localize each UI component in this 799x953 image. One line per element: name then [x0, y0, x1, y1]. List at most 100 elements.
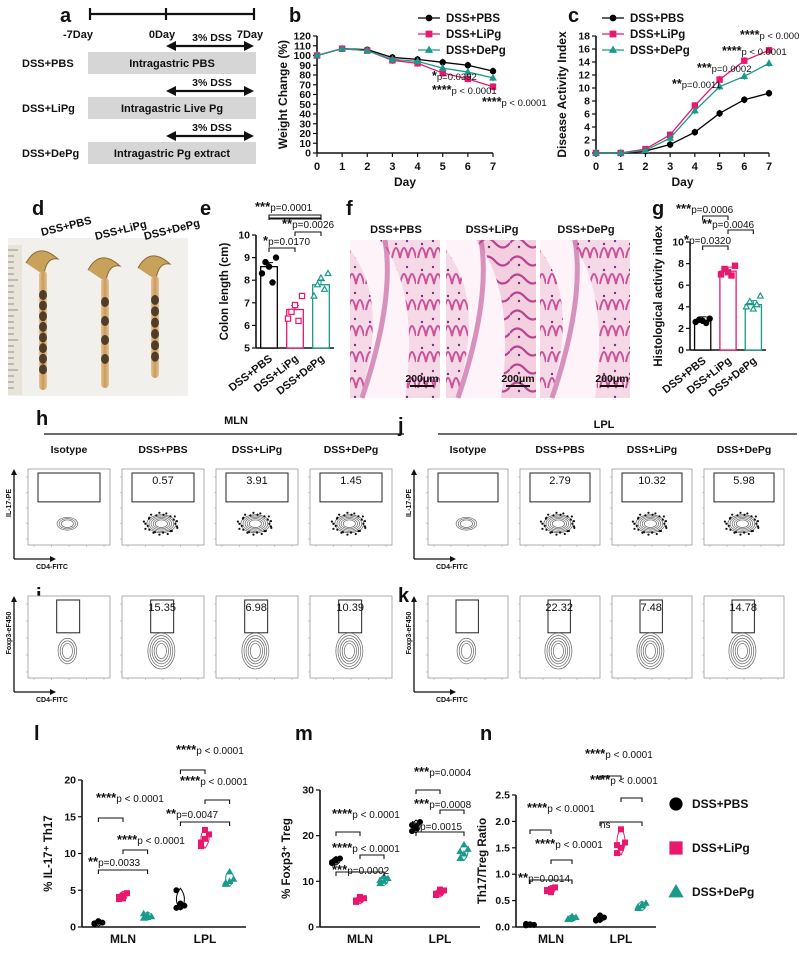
data-point: [551, 884, 558, 891]
flow-event: [242, 516, 245, 519]
sig-bracket: [204, 799, 231, 804]
timeline-label: 0Day: [149, 29, 176, 41]
p-value-text: ns: [600, 820, 611, 831]
flow-event: [172, 518, 175, 521]
flow-y-label: IL-17-PE: [406, 489, 413, 517]
flow-contour: [728, 632, 757, 670]
flow-event: [571, 522, 574, 525]
significance-stars: ****: [585, 746, 606, 761]
flow-event: [158, 533, 161, 536]
legend-marker: [425, 14, 433, 22]
p-value-text: p < 0.0001: [137, 836, 185, 847]
flow-contour: [57, 637, 78, 665]
p-value-text: p=0.0008: [429, 800, 471, 811]
data-point: [691, 128, 699, 136]
data-point: [353, 897, 360, 904]
flow-event: [654, 512, 657, 515]
histology-tissue: [540, 250, 563, 398]
arrow-head: [11, 469, 17, 475]
significance-stars: **: [88, 854, 99, 869]
flow-event: [650, 531, 654, 534]
y-axis-title: Th17/Treg Ratio: [477, 818, 489, 904]
flow-contour: [545, 515, 572, 532]
panel-letter-a: a: [60, 5, 72, 27]
panel-letter-f: f: [346, 198, 353, 220]
legend-marker: [669, 841, 683, 855]
flow-event: [240, 524, 243, 527]
flow-event: [364, 526, 367, 530]
bar: [286, 308, 304, 349]
data-point: [206, 831, 213, 838]
flow-event: [644, 514, 647, 517]
flow-contour: [552, 643, 564, 659]
flow-contour: [458, 640, 474, 662]
flow-gate-percentage: 0.57: [152, 475, 173, 487]
data-point: [765, 89, 773, 97]
significance-stars: ***: [414, 796, 430, 811]
flow-plot-frame: [427, 468, 509, 546]
data-point: [388, 55, 397, 63]
data-point: [202, 835, 209, 842]
significance-stars: ****: [332, 806, 353, 821]
flow-contour: [243, 635, 268, 667]
treatment-bar: [88, 142, 256, 164]
muscle-layer: [455, 239, 486, 399]
p-value-annotation: ****p < 0.0001: [585, 746, 653, 761]
data-point: [198, 839, 205, 846]
x-tick-label: 7: [766, 161, 772, 173]
flow-contour: [150, 516, 173, 531]
significance-stars: ***: [676, 201, 692, 216]
data-point: [568, 912, 576, 919]
flow-event: [558, 531, 562, 534]
p-value-text: p < 0.0001: [352, 810, 400, 821]
data-point: [463, 67, 472, 75]
flow-gate: [437, 472, 499, 503]
arrow-head: [411, 469, 417, 475]
flow-event: [543, 524, 546, 527]
colon-caecum: [25, 250, 60, 276]
y-tick-label: 9: [244, 252, 250, 264]
significance-stars: **: [166, 806, 177, 821]
flow-event: [750, 515, 753, 518]
flow-x-label: CD4-FITC: [36, 697, 68, 704]
flow-contour: [549, 518, 567, 530]
data-point: [143, 913, 152, 920]
flow-event: [236, 520, 239, 523]
y-tick-label: 10: [672, 237, 684, 249]
y-tick-label: 120: [293, 31, 311, 43]
p-value-text: p=0.0014: [528, 874, 570, 885]
flow-plot-frame: [519, 595, 601, 679]
flow-event: [539, 520, 543, 523]
data-point: [173, 887, 180, 894]
flow-gate: [131, 472, 195, 503]
legend-marker: [609, 30, 617, 38]
data-point: [225, 867, 234, 875]
sig-bracket: [529, 829, 552, 834]
flow-contour: [241, 632, 270, 670]
data-point: [741, 96, 748, 103]
p-value-annotation: ****p < 0.0001: [482, 95, 547, 109]
flow-event: [641, 531, 644, 534]
y-axis-title: % IL-17⁺ Th17: [43, 815, 55, 891]
p-value-annotation: ****p < 0.0001: [590, 772, 658, 787]
significance-stars: ***: [255, 199, 271, 214]
data-point: [745, 297, 754, 305]
flow-event: [756, 519, 760, 523]
flow-event: [252, 533, 255, 536]
data-point: [284, 315, 292, 322]
significance-stars: **: [672, 77, 682, 91]
sig-bracket: [599, 821, 643, 826]
data-point: [731, 262, 739, 269]
y-tick-label: 5: [70, 885, 76, 897]
data-point: [460, 840, 468, 848]
flow-event: [725, 527, 728, 530]
data-point: [592, 148, 600, 156]
data-point: [666, 141, 674, 148]
fecal-content: [39, 321, 47, 332]
flow-gate: [455, 599, 479, 634]
flow-event: [263, 515, 266, 518]
flow-contour: [343, 643, 355, 659]
panel-letter-n: n: [480, 723, 492, 745]
data-point: [438, 63, 447, 71]
data-point: [702, 319, 710, 327]
